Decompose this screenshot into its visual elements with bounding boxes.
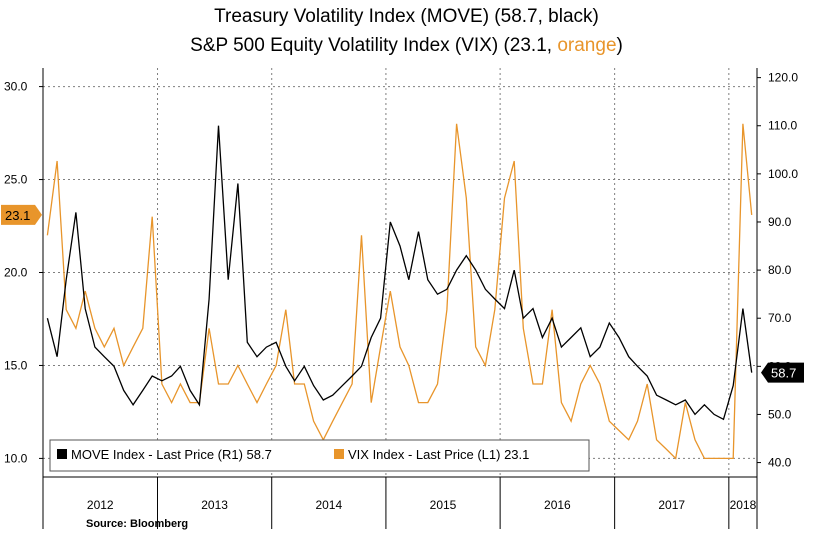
legend: MOVE Index - Last Price (R1) 58.7 VIX Ind… (49, 439, 590, 472)
right-tick-label: 70.0 (768, 311, 792, 325)
move-value-marker (761, 362, 804, 383)
x-tick-label: 2016 (544, 498, 571, 512)
chart-title-line-1: Treasury Volatility Index (MOVE) (58.7, … (214, 6, 599, 27)
title-orange-word: orange (557, 35, 617, 56)
right-tick-label: 120.0 (768, 71, 798, 85)
move-last-value: 58.7 (771, 366, 796, 381)
right-tick-label: 90.0 (768, 215, 792, 229)
vix-last-value: 23.1 (5, 208, 30, 223)
legend-box (49, 439, 590, 472)
right-tick-label: 50.0 (768, 407, 792, 421)
legend-move-label: MOVE Index - Last Price (R1) 58.7 (71, 447, 272, 462)
last-value-labels: 23.1 58.7 (1, 204, 804, 383)
right-tick-label: 110.0 (768, 119, 797, 133)
gridlines (43, 68, 757, 477)
left-tick-label: 10.0 (4, 451, 28, 465)
left-tick-label: 30.0 (4, 80, 28, 94)
move-series (46, 125, 753, 421)
legend-move-swatch (57, 449, 67, 459)
x-axis: 2012 2013 2014 2015 2016 2017 2018 (42, 477, 758, 529)
vix-value-marker (1, 204, 42, 225)
vix-line (46, 123, 753, 460)
right-tick-label: 40.0 (768, 456, 792, 470)
right-tick-label: 100.0 (768, 167, 798, 181)
vix-series (46, 123, 753, 460)
left-tick-label: 20.0 (4, 266, 28, 280)
x-tick-label: 2012 (87, 498, 114, 512)
x-tick-label: 2017 (658, 498, 685, 512)
move-line (46, 125, 753, 421)
legend-vix-swatch (334, 449, 344, 459)
chart-title-line-2: S&P 500 Equity Volatility Index (VIX) (2… (0, 35, 813, 57)
right-tick-label: 80.0 (768, 263, 792, 277)
x-tick-label: 2018 (730, 498, 757, 512)
source-note: Source: Bloomberg (86, 518, 189, 530)
left-axis: 10.0 15.0 20.0 25.0 30.0 (4, 80, 43, 465)
left-tick-label: 15.0 (4, 358, 28, 372)
x-tick-label: 2014 (315, 498, 342, 512)
legend-vix-label: VIX Index - Last Price (L1) 23.1 (348, 447, 529, 462)
title-line-2-close: ) (616, 35, 623, 56)
title-line-2-text: S&P 500 Equity Volatility Index (VIX) (2… (190, 35, 558, 56)
x-tick-label: 2015 (430, 498, 457, 512)
x-tick-label: 2013 (201, 498, 228, 512)
left-tick-label: 25.0 (4, 173, 28, 187)
